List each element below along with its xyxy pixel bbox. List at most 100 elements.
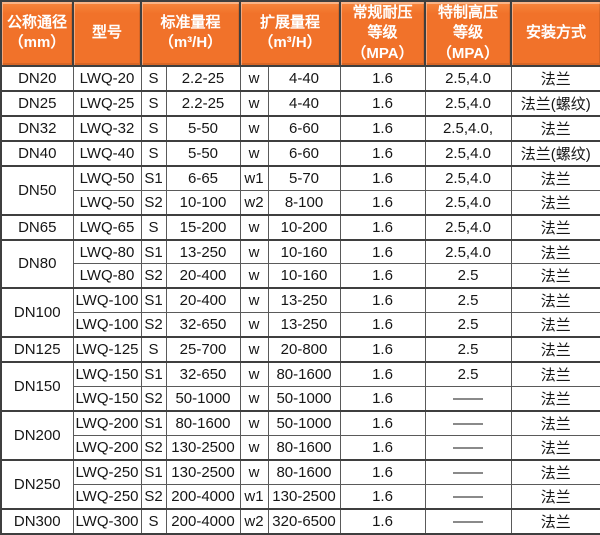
- extended-range-cell: 50-1000: [267, 410, 341, 437]
- s-code-cell: S: [140, 507, 167, 535]
- dn-cell: DN32: [0, 114, 74, 142]
- dn-cell: DN40: [0, 139, 74, 167]
- w-code-cell: w: [239, 89, 269, 117]
- s-code-cell: S2: [140, 483, 167, 510]
- w-code-cell: w: [239, 410, 269, 437]
- normal-pressure-cell: 1.6: [339, 114, 426, 142]
- w-code-cell: w: [239, 386, 269, 412]
- w-code-cell: w: [239, 336, 269, 363]
- w-code-cell: w2: [239, 507, 269, 535]
- installation-cell: 法兰: [510, 312, 600, 338]
- high-pressure-cell: 2.5,4.0: [424, 164, 512, 191]
- table-row: LWQ-200 S2 130-2500 w 80-1600 1.6 —— 法兰: [1, 435, 600, 461]
- model-cell: LWQ-32: [72, 114, 142, 142]
- header-model: 型号: [72, 0, 142, 67]
- dn-cell: DN300: [0, 507, 74, 535]
- standard-range-cell: 20-400: [165, 287, 241, 314]
- extended-range-cell: 4-40: [267, 89, 341, 117]
- standard-range-cell: 13-250: [165, 238, 241, 265]
- s-code-cell: S2: [140, 263, 167, 289]
- table-row: DN40 LWQ-40 S 5-50 w 6-60 1.6 2.5,4.0 法兰(螺纹): [0, 139, 600, 167]
- standard-range-cell: 130-2500: [165, 435, 241, 461]
- s-code-cell: S1: [140, 164, 167, 191]
- extended-range-cell: 4-40: [267, 64, 341, 92]
- normal-pressure-cell: 1.6: [339, 336, 426, 363]
- s-code-cell: S2: [140, 386, 167, 412]
- high-pressure-cell: ——: [424, 483, 512, 510]
- table-body: DN20 LWQ-20 S 2.2-25 w 4-40 1.6 2.5,4.0 法兰 DN25 LW…: [0, 64, 600, 535]
- table-row: DN20 LWQ-20 S 2.2-25 w 4-40 1.6 2.5,4.0 法兰: [0, 64, 600, 92]
- table-row: DN200 LWQ-200 S1 80-1600 w 50-1000 1.6 —— 法兰: [0, 410, 600, 461]
- normal-pressure-cell: 1.6: [339, 213, 426, 241]
- table-row: LWQ-100 S2 32-650 w 13-250 1.6 2.5 法兰: [1, 312, 600, 338]
- dn-cell: DN125: [0, 336, 74, 363]
- s-code-cell: S2: [140, 189, 167, 216]
- high-pressure-cell: 2.5,4.0: [424, 64, 512, 92]
- extended-range-cell: 8-100: [267, 189, 341, 216]
- standard-range-cell: 200-4000: [165, 483, 241, 510]
- w-code-cell: w: [239, 361, 269, 388]
- dn-cell: DN200: [0, 410, 74, 461]
- installation-cell: 法兰: [510, 213, 600, 241]
- extended-range-cell: 6-60: [267, 139, 341, 167]
- normal-pressure-cell: 1.6: [339, 435, 426, 461]
- w-code-cell: w: [239, 114, 269, 142]
- installation-cell: 法兰: [510, 164, 600, 191]
- model-cell: LWQ-50: [72, 164, 142, 191]
- header-installation: 安装方式: [510, 0, 600, 67]
- standard-range-cell: 5-50: [165, 139, 241, 167]
- high-pressure-cell: 2.5: [424, 312, 512, 338]
- installation-cell: 法兰: [510, 361, 600, 388]
- s-code-cell: S1: [140, 459, 167, 485]
- w-code-cell: w: [239, 435, 269, 461]
- standard-range-cell: 200-4000: [165, 507, 241, 535]
- installation-cell: 法兰: [510, 435, 600, 461]
- model-cell: LWQ-100: [72, 287, 142, 314]
- high-pressure-cell: ——: [424, 459, 512, 485]
- standard-range-cell: 50-1000: [165, 386, 241, 412]
- installation-cell: 法兰: [510, 459, 600, 485]
- normal-pressure-cell: 1.6: [339, 64, 426, 92]
- extended-range-cell: 320-6500: [267, 507, 341, 535]
- model-cell: LWQ-50: [72, 189, 142, 216]
- installation-cell: 法兰: [510, 507, 600, 535]
- standard-range-cell: 5-50: [165, 114, 241, 142]
- high-pressure-cell: 2.5,4.0: [424, 238, 512, 265]
- s-code-cell: S1: [140, 238, 167, 265]
- dn-cell: DN65: [0, 213, 74, 241]
- standard-range-cell: 25-700: [165, 336, 241, 363]
- high-pressure-cell: 2.5,4.0: [424, 213, 512, 241]
- high-pressure-cell: 2.5: [424, 263, 512, 289]
- standard-range-cell: 80-1600: [165, 410, 241, 437]
- installation-cell: 法兰: [510, 287, 600, 314]
- normal-pressure-cell: 1.6: [339, 139, 426, 167]
- extended-range-cell: 50-1000: [267, 386, 341, 412]
- dn-cell: DN50: [0, 164, 74, 216]
- w-code-cell: w: [239, 312, 269, 338]
- w-code-cell: w: [239, 263, 269, 289]
- extended-range-cell: 13-250: [267, 287, 341, 314]
- table-row: DN300 LWQ-300 S 200-4000 w2 320-6500 1.6 —— 法兰: [0, 507, 600, 535]
- normal-pressure-cell: 1.6: [339, 89, 426, 117]
- standard-range-cell: 2.2-25: [165, 64, 241, 92]
- table-row: DN80 LWQ-80 S1 13-250 w 10-160 1.6 2.5,4.0 法兰: [0, 238, 600, 289]
- s-code-cell: S: [140, 64, 167, 92]
- s-code-cell: S: [140, 114, 167, 142]
- header-high-pressure: 特制高压 等级（MPA）: [424, 0, 512, 67]
- table-row: DN50 LWQ-50 S1 6-65 w1 5-70 1.6 2.5,4.0 法兰: [0, 164, 600, 216]
- installation-cell: 法兰: [510, 238, 600, 265]
- normal-pressure-cell: 1.6: [339, 287, 426, 314]
- header-normal-pressure: 常规耐压 等级（MPA）: [339, 0, 426, 67]
- header-row: 公称通径 （mm） 型号 标准量程 （m³/H） 扩展量程 （m³/H） 常规耐…: [0, 0, 600, 67]
- high-pressure-cell: 2.5: [424, 361, 512, 388]
- standard-range-cell: 32-650: [165, 361, 241, 388]
- extended-range-cell: 10-200: [267, 213, 341, 241]
- normal-pressure-cell: 1.6: [339, 386, 426, 412]
- high-pressure-cell: ——: [424, 386, 512, 412]
- table-row: DN32 LWQ-32 S 5-50 w 6-60 1.6 2.5,4.0, 法兰: [0, 114, 600, 142]
- table-row: DN100 LWQ-100 S1 20-400 w 13-250 1.6 2.5 法兰: [0, 287, 600, 338]
- normal-pressure-cell: 1.6: [339, 238, 426, 265]
- high-pressure-cell: ——: [424, 507, 512, 535]
- standard-range-cell: 130-2500: [165, 459, 241, 485]
